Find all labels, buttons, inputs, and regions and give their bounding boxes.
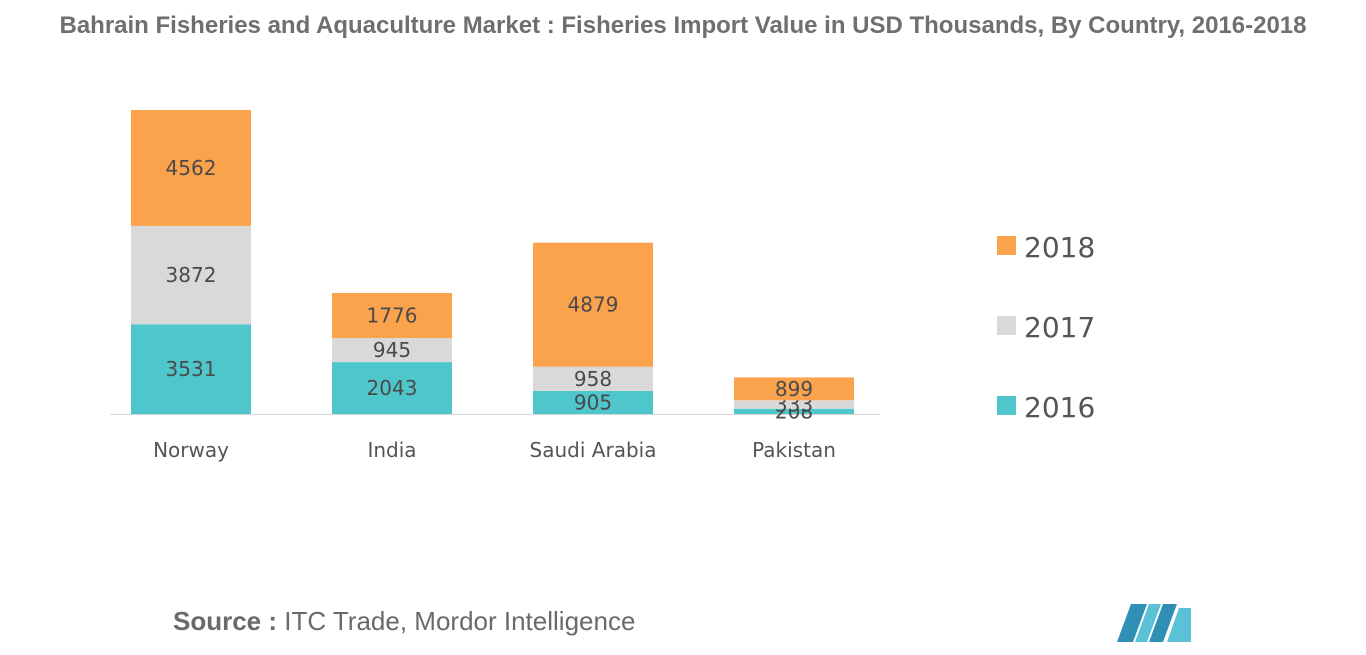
bar-segment-2018-india (332, 292, 452, 339)
data-label-2017-saudi-arabia: 958 (574, 367, 612, 391)
legend-label-2016: 2016 (1024, 391, 1095, 424)
legend-label-2017: 2017 (1024, 311, 1095, 344)
bar-segment-2017-india (332, 338, 452, 363)
source-note: Source : ITC Trade, Mordor Intelligence (173, 606, 635, 637)
bar-segment-2017-norway (131, 225, 251, 325)
bar-segment-2018-saudi-arabia (533, 242, 653, 367)
data-label-2017-norway: 3872 (166, 263, 217, 287)
data-label-2017-india: 945 (373, 338, 411, 362)
data-label-2016-india: 2043 (367, 376, 418, 400)
chart-title: Bahrain Fisheries and Aquaculture Market… (59, 12, 1307, 39)
bar-segment-2018-pakistan (734, 377, 854, 401)
bar-segment-2018-norway (131, 110, 251, 226)
legend-swatch-2017 (997, 316, 1016, 335)
data-label-2018-pakistan: 899 (775, 377, 813, 401)
bar-segment-2017-saudi-arabia (533, 366, 653, 392)
data-label-2016-norway: 3531 (166, 357, 217, 381)
bar-segment-2016-saudi-arabia (533, 391, 653, 414)
data-label-2016-saudi-arabia: 905 (574, 391, 612, 415)
source-text: ITC Trade, Mordor Intelligence (277, 606, 636, 636)
mordor-intelligence-logo-icon (1117, 604, 1191, 642)
legend-swatch-2018 (997, 236, 1016, 255)
bar-segment-2016-india (332, 362, 452, 414)
data-label-2018-india: 1776 (367, 304, 418, 328)
data-label-2018-saudi-arabia: 4879 (568, 293, 619, 317)
category-label-norway: Norway (153, 438, 229, 462)
source-label: Source : (173, 606, 278, 636)
category-label-saudi-arabia: Saudi Arabia (530, 438, 657, 462)
bar-segment-2017-pakistan (734, 400, 854, 409)
category-label-india: India (367, 438, 416, 462)
stacked-bar-chart: 3531 3872 4562 Norway 2043 945 1776 India 905958… (110, 110, 1095, 462)
data-label-2018-norway: 4562 (166, 156, 217, 180)
legend-label-2018: 2018 (1024, 231, 1095, 264)
bar-segment-2016-norway (131, 324, 251, 414)
category-label-pakistan: Pakistan (752, 438, 836, 462)
legend-swatch-2016 (997, 396, 1016, 415)
bar-segment-2016-pakistan (734, 408, 854, 414)
